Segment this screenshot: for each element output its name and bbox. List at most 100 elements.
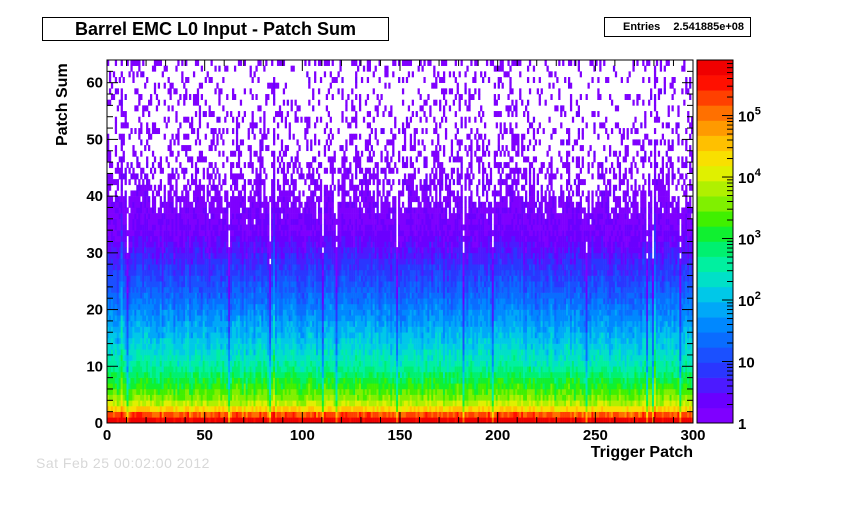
- heatmap-cell: [300, 230, 303, 237]
- heatmap-cell: [267, 309, 270, 316]
- heatmap-cell: [312, 94, 315, 100]
- heatmap-cell: [118, 213, 121, 220]
- heatmap-cell: [185, 275, 188, 282]
- heatmap-cell: [108, 99, 112, 106]
- heatmap-cell: [118, 286, 121, 293]
- heatmap-cell: [138, 235, 141, 242]
- heatmap-cell: [249, 394, 252, 401]
- heatmap-cell: [161, 247, 164, 254]
- heatmap-cell: [140, 218, 143, 225]
- heatmap-cell: [112, 411, 116, 418]
- heatmap-cell: [198, 298, 202, 305]
- heatmap-cell: [202, 315, 205, 322]
- heatmap-cell: [288, 400, 291, 407]
- heatmap-cell: [112, 179, 116, 186]
- heatmap-cell: [157, 82, 161, 89]
- heatmap-cell: [276, 111, 280, 118]
- heatmap-cell: [120, 60, 123, 66]
- heatmap-cell: [249, 388, 252, 395]
- heatmap-cell: [173, 400, 176, 407]
- heatmap-cell: [198, 105, 202, 112]
- heatmap-cell: [208, 179, 211, 186]
- heatmap-cell: [284, 394, 287, 401]
- heatmap-cell: [153, 377, 157, 384]
- heatmap-cell: [140, 315, 143, 322]
- heatmap-cell: [107, 337, 110, 344]
- heatmap-cell: [112, 71, 116, 78]
- heatmap-cell: [267, 207, 270, 214]
- heatmap-cell: [107, 241, 110, 248]
- heatmap-cell: [276, 383, 280, 390]
- heatmap-cell: [149, 292, 153, 299]
- heatmap-cell: [286, 309, 289, 316]
- heatmap-cell: [306, 252, 309, 259]
- heatmap-cell: [245, 349, 248, 356]
- heatmap-cell: [288, 275, 291, 282]
- heatmap-cell: [142, 298, 145, 305]
- heatmap-cell: [282, 201, 286, 208]
- heatmap-cell: [298, 417, 301, 424]
- heatmap-cell: [153, 349, 157, 356]
- heatmap-cell: [140, 360, 143, 367]
- heatmap-cell: [218, 281, 221, 288]
- heatmap-cell: [218, 88, 221, 95]
- heatmap-cell: [132, 360, 135, 367]
- heatmap-cell: [230, 354, 233, 361]
- heatmap-cell: [163, 343, 166, 350]
- heatmap-cell: [304, 247, 307, 254]
- heatmap-cell: [108, 264, 112, 271]
- heatmap-cell: [175, 207, 178, 214]
- heatmap-cell: [128, 388, 131, 395]
- heatmap-cell: [212, 167, 215, 174]
- heatmap-cell: [306, 275, 309, 282]
- heatmap-cell: [251, 417, 254, 424]
- heatmap-cell: [204, 388, 207, 395]
- heatmap-cell: [280, 241, 284, 248]
- heatmap-cell: [161, 252, 164, 259]
- heatmap-cell: [124, 196, 127, 203]
- heatmap-cell: [138, 241, 141, 248]
- heatmap-cell: [155, 354, 159, 361]
- heatmap-cell: [206, 343, 209, 350]
- heatmap-cell: [142, 105, 145, 112]
- heatmap-cell: [190, 337, 194, 344]
- heatmap-cell: [276, 394, 280, 401]
- heatmap-cell: [198, 326, 202, 333]
- heatmap-cell: [273, 88, 276, 95]
- heatmap-cell: [296, 269, 299, 276]
- heatmap-cell: [124, 298, 127, 305]
- heatmap-cell: [232, 354, 235, 361]
- heatmap-cell: [149, 394, 153, 401]
- heatmap-cell: [257, 224, 260, 231]
- heatmap-cell: [255, 247, 258, 254]
- heatmap-cell: [107, 269, 110, 276]
- heatmap-cell: [138, 207, 141, 214]
- heatmap-cell: [288, 162, 291, 169]
- heatmap-cell: [259, 326, 262, 333]
- heatmap-cell: [314, 213, 317, 220]
- heatmap-cell: [224, 405, 227, 412]
- heatmap-cell: [284, 224, 287, 231]
- heatmap-cell: [232, 371, 235, 378]
- heatmap-cell: [316, 405, 319, 412]
- heatmap-cell: [278, 258, 282, 265]
- heatmap-cell: [259, 383, 262, 390]
- heatmap-cell: [124, 417, 127, 424]
- heatmap-cell: [259, 150, 262, 157]
- heatmap-cell: [243, 326, 246, 333]
- heatmap-cell: [267, 82, 270, 89]
- heatmap-cell: [222, 349, 225, 356]
- heatmap-cell: [261, 235, 264, 242]
- heatmap-cell: [157, 269, 161, 276]
- heatmap-cell: [222, 332, 225, 339]
- heatmap-cell: [300, 173, 303, 180]
- heatmap-cell: [210, 388, 213, 395]
- heatmap-cell: [169, 281, 172, 288]
- heatmap-cell: [185, 377, 188, 384]
- heatmap-cell: [214, 360, 217, 367]
- heatmap-cell: [292, 349, 295, 356]
- heatmap-cell: [124, 292, 127, 299]
- heatmap-cell: [200, 218, 204, 225]
- heatmap-cell: [134, 105, 137, 112]
- heatmap-cell: [146, 388, 149, 395]
